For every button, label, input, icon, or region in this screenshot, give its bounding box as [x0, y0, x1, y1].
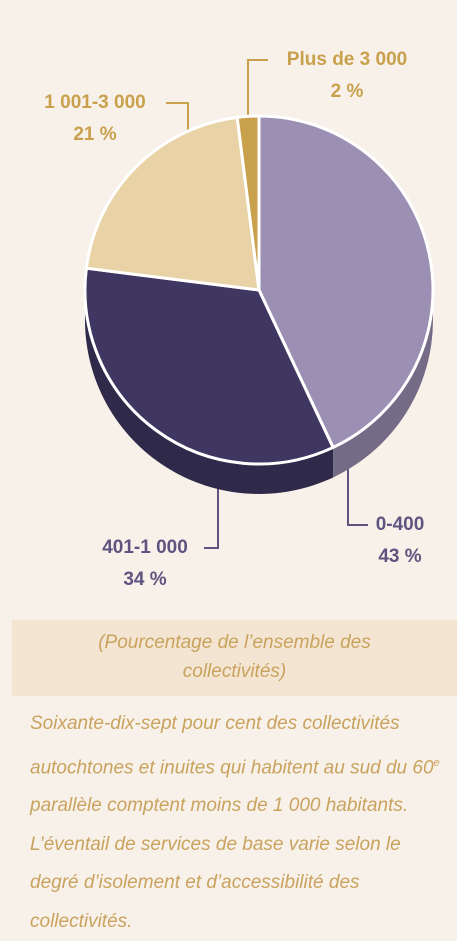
leader-line [204, 472, 219, 549]
slice-label: 0-400 [376, 514, 425, 535]
value-label: 34 % [123, 569, 166, 590]
value-label: 21 % [73, 124, 116, 145]
value-label: 2 % [331, 81, 364, 102]
leader-line [247, 59, 268, 118]
slice [257, 114, 435, 449]
slice [235, 114, 261, 292]
slice-side [85, 290, 334, 494]
slice-label: 1 001-3 000 [44, 92, 145, 113]
slice [83, 266, 335, 466]
slice-side [333, 290, 433, 478]
value-label: 43 % [378, 546, 421, 567]
caption: (Pourcentage de l’ensemble des collectiv… [12, 620, 457, 696]
note-text: parallèle comptent moins de 1 000 habita… [30, 795, 409, 932]
note-text: Soixante-dix-sept pour cent des collecti… [30, 713, 434, 778]
slice [84, 115, 261, 292]
note-sup: e [433, 756, 440, 769]
slice-label: 401-1 000 [102, 537, 188, 558]
chart: 0-400 43 % 401-1 000 34 % 1 001-3 000 21 % Plu… [44, 49, 435, 590]
slice-label: Plus de 3 000 [287, 49, 407, 70]
note: Soixante-dix-sept pour cent des collecti… [30, 705, 450, 941]
